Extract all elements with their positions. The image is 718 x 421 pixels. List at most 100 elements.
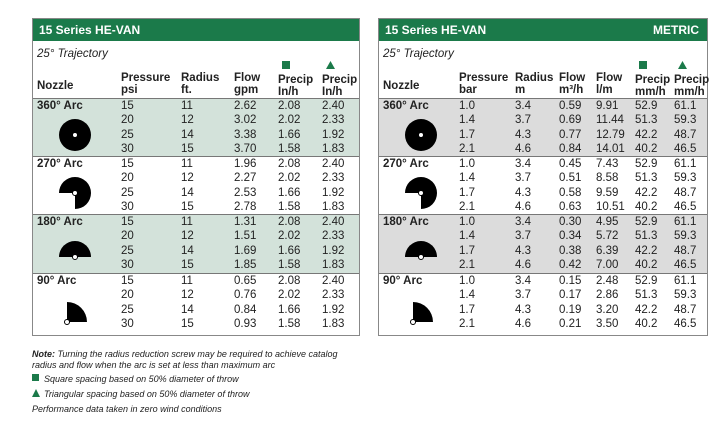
- cell: 30: [121, 142, 134, 155]
- cell: 15: [121, 100, 134, 112]
- cell: 15: [181, 258, 194, 271]
- cell: 48.7: [674, 186, 697, 199]
- cell: 2.33: [322, 172, 345, 185]
- cell: 1.0: [459, 100, 475, 112]
- cell: 11: [181, 158, 193, 170]
- note-label: Note:: [32, 349, 55, 359]
- cell: 42.2: [635, 244, 658, 257]
- cell: 1.4: [459, 230, 475, 243]
- square-icon: [639, 61, 647, 69]
- nozzle-header: Nozzle: [37, 80, 74, 92]
- cell: 2.02: [278, 172, 301, 185]
- cell: 40.2: [635, 200, 658, 213]
- triangle-text: Triangular spacing based on 50% diameter…: [44, 389, 250, 399]
- column-header-bottom: m: [515, 84, 526, 96]
- cell: 2.78: [234, 200, 257, 213]
- cell: 0.58: [559, 186, 582, 199]
- column-header-top: Precip: [635, 74, 671, 86]
- cell: 30: [121, 258, 134, 271]
- cell: 3.50: [596, 317, 619, 330]
- cell: 51.3: [635, 230, 658, 243]
- cell: 25: [121, 244, 134, 257]
- cell: 4.6: [515, 200, 531, 213]
- arc-group: 360° Arc 15 11 2.62 2.08 2.40 20 12 3.02 2.02 2.33…: [33, 98, 359, 157]
- cell: 2.08: [278, 275, 301, 287]
- cell: 3.7: [515, 172, 531, 185]
- cell: 3.4: [515, 275, 531, 287]
- arc-group: 180° Arc 1.0 3.4 0.30 4.95 52.9 61.1 1.4 3.7 0.34…: [379, 214, 707, 273]
- cell: 1.69: [234, 244, 257, 257]
- cell: 51.3: [635, 172, 658, 185]
- cell: 2.86: [596, 289, 619, 302]
- cell: 40.2: [635, 142, 658, 155]
- arc-icon: [59, 177, 91, 209]
- arc-group: 180° Arc 15 11 1.31 2.08 2.40 20 12 1.51 2.02 2.33…: [33, 214, 359, 273]
- cell: 9.91: [596, 100, 619, 112]
- cell: 0.84: [234, 303, 257, 316]
- footer-text: Performance data taken in zero wind cond…: [32, 404, 222, 414]
- cell: 7.00: [596, 258, 619, 271]
- cell: 12.79: [596, 128, 625, 141]
- metric-table: 15 Series HE-VAN METRIC 25° Trajectory No…: [378, 18, 709, 336]
- cell: 30: [121, 200, 134, 213]
- column-header-bottom: mm/h: [635, 86, 666, 98]
- arc-label: 180° Arc: [383, 216, 429, 228]
- cell: 0.21: [559, 317, 582, 330]
- cell: 2.33: [322, 289, 345, 302]
- cell: 20: [121, 230, 134, 243]
- cell: 4.6: [515, 258, 531, 271]
- cell: 3.70: [234, 142, 257, 155]
- square-note: Square spacing based on 50% diameter of …: [32, 374, 239, 384]
- imperial-table: 15 Series HE-VAN 25° Trajectory Nozzle P…: [32, 18, 360, 336]
- cell: 15: [121, 216, 134, 228]
- triangle-icon: [32, 389, 40, 397]
- cell: 1.96: [234, 158, 257, 170]
- cell: 15: [181, 200, 194, 213]
- cell: 4.3: [515, 244, 531, 257]
- cell: 51.3: [635, 114, 658, 127]
- cell: 1.51: [234, 230, 257, 243]
- cell: 14: [181, 186, 194, 199]
- triangle-note: Triangular spacing based on 50% diameter…: [32, 389, 249, 399]
- arc-label: 90° Arc: [37, 275, 77, 287]
- cell: 0.63: [559, 200, 582, 213]
- cell: 1.83: [322, 200, 345, 213]
- note: Note: Turning the radius reduction screw…: [32, 349, 362, 371]
- cell: 12: [181, 172, 194, 185]
- cell: 48.7: [674, 303, 697, 316]
- column-header-top: Radius: [515, 72, 554, 84]
- column-header-top: Flow: [596, 72, 623, 84]
- cell: 52.9: [635, 100, 658, 112]
- cell: 61.1: [674, 216, 697, 228]
- cell: 2.02: [278, 230, 301, 243]
- cell: 15: [121, 158, 134, 170]
- cell: 40.2: [635, 317, 658, 330]
- cell: 20: [121, 172, 134, 185]
- cell: 10.51: [596, 200, 625, 213]
- cell: 61.1: [674, 100, 697, 112]
- cell: 2.1: [459, 200, 475, 213]
- title-bar: 15 Series HE-VAN: [33, 19, 359, 41]
- cell: 3.38: [234, 128, 257, 141]
- cell: 30: [121, 317, 134, 330]
- cell: 1.85: [234, 258, 257, 271]
- cell: 2.33: [322, 230, 345, 243]
- cell: 1.4: [459, 172, 475, 185]
- cell: 3.7: [515, 289, 531, 302]
- cell: 25: [121, 186, 134, 199]
- arc-icon: [410, 302, 433, 325]
- cell: 4.95: [596, 216, 619, 228]
- cell: 1.83: [322, 142, 345, 155]
- cell: 1.31: [234, 216, 257, 228]
- cell: 12: [181, 114, 194, 127]
- cell: 52.9: [635, 158, 658, 170]
- square-text: Square spacing based on 50% diameter of …: [44, 374, 239, 384]
- cell: 3.02: [234, 114, 257, 127]
- cell: 2.08: [278, 216, 301, 228]
- arc-label: 270° Arc: [383, 158, 429, 170]
- column-header-top: Precip: [278, 74, 314, 86]
- cell: 25: [121, 303, 134, 316]
- cell: 14.01: [596, 142, 625, 155]
- cell: 0.34: [559, 230, 582, 243]
